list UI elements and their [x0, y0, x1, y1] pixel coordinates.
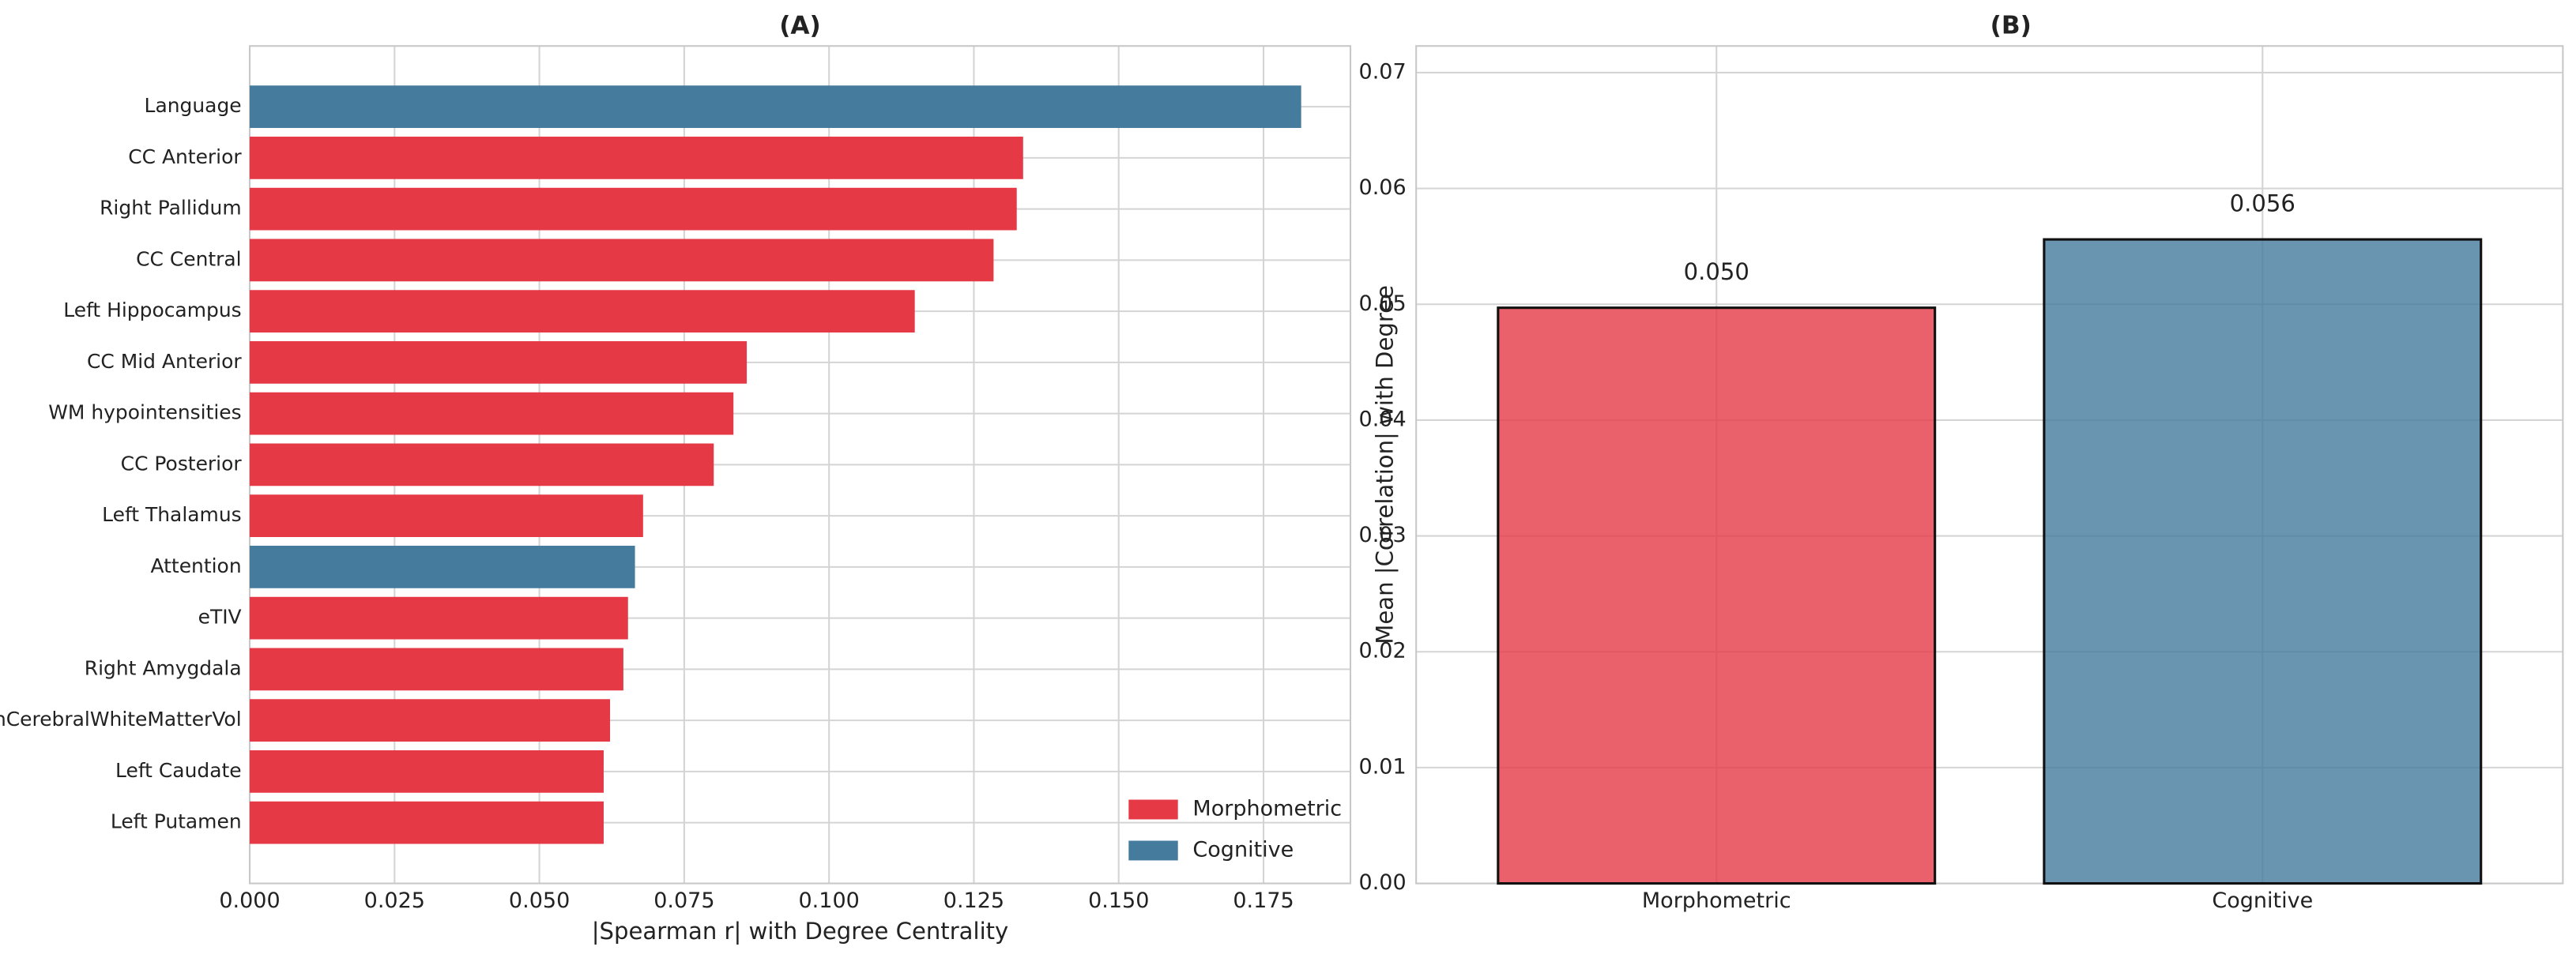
y-tick-label: Right Amygdala: [85, 656, 242, 679]
value-label: 0.056: [2230, 190, 2295, 216]
legend-swatch: [1128, 799, 1178, 820]
y-tick-label: Left Hippocampus: [63, 299, 241, 321]
y-tick-label: 0.02: [1359, 639, 1407, 663]
chart-title: (B): [1990, 11, 2032, 39]
bar: [250, 341, 748, 384]
y-tick-label: 0.03: [1359, 523, 1407, 547]
x-tick-label: 0.125: [943, 888, 1004, 913]
plot-frame: [1415, 45, 2564, 885]
x-tick-label: 0.150: [1088, 888, 1149, 913]
x-tick-label: Morphometric: [1642, 888, 1791, 913]
bar: [250, 546, 635, 588]
bar: [1497, 306, 1937, 885]
x-tick-label: 0.100: [798, 888, 859, 913]
y-tick-label: rhCerebralWhiteMatterVol: [0, 708, 242, 731]
y-tick-label: Language: [145, 94, 242, 117]
bar: [250, 443, 714, 487]
bar: [250, 392, 734, 435]
y-tick-label: Right Pallidum: [100, 197, 242, 220]
bar: [250, 85, 1301, 129]
bar: [250, 596, 628, 640]
y-tick-label: CC Anterior: [128, 145, 242, 168]
bar: [250, 290, 915, 333]
bar: [250, 648, 623, 691]
x-tick-label: 0.025: [364, 888, 425, 913]
chart-title: (A): [779, 11, 821, 39]
bar: [250, 187, 1017, 231]
y-tick-label: Left Caudate: [115, 759, 242, 782]
y-tick-label: 0.06: [1359, 175, 1407, 200]
y-tick-label: 0.00: [1359, 870, 1407, 895]
bar: [250, 239, 994, 282]
bar: [250, 137, 1023, 179]
bar: [250, 494, 643, 538]
x-tick-label: 0.175: [1233, 888, 1294, 913]
y-tick-label: Attention: [151, 554, 242, 577]
y-tick-label: Left Putamen: [111, 810, 242, 833]
y-tick-label: eTIV: [198, 606, 242, 629]
y-axis-label: Mean |Correlation| with Degree: [1372, 285, 1399, 644]
x-tick-label: Cognitive: [2212, 888, 2313, 913]
x-axis-label: |Spearman r| with Degree Centrality: [592, 918, 1009, 945]
y-tick-label: 0.01: [1359, 754, 1407, 779]
value-label: 0.050: [1684, 258, 1749, 285]
y-tick-label: WM hypointensities: [48, 401, 241, 424]
y-tick-label: CC Central: [136, 247, 242, 270]
legend-swatch: [1128, 840, 1178, 861]
x-tick-label: 0.050: [509, 888, 570, 913]
y-tick-label: 0.07: [1359, 59, 1407, 84]
bar: [250, 750, 604, 793]
y-tick-label: 0.04: [1359, 407, 1407, 431]
x-tick-label: 0.075: [653, 888, 714, 913]
y-tick-label: CC Posterior: [121, 452, 243, 475]
legend-label: Cognitive: [1192, 837, 1294, 862]
y-tick-label: Left Thalamus: [102, 503, 241, 526]
bar: [250, 699, 611, 742]
legend-label: Morphometric: [1192, 796, 1342, 821]
bar: [2043, 238, 2483, 885]
bar: [250, 801, 604, 844]
y-tick-label: 0.05: [1359, 291, 1407, 316]
x-tick-label: 0.000: [219, 888, 280, 913]
y-tick-label: CC Mid Anterior: [87, 350, 242, 373]
